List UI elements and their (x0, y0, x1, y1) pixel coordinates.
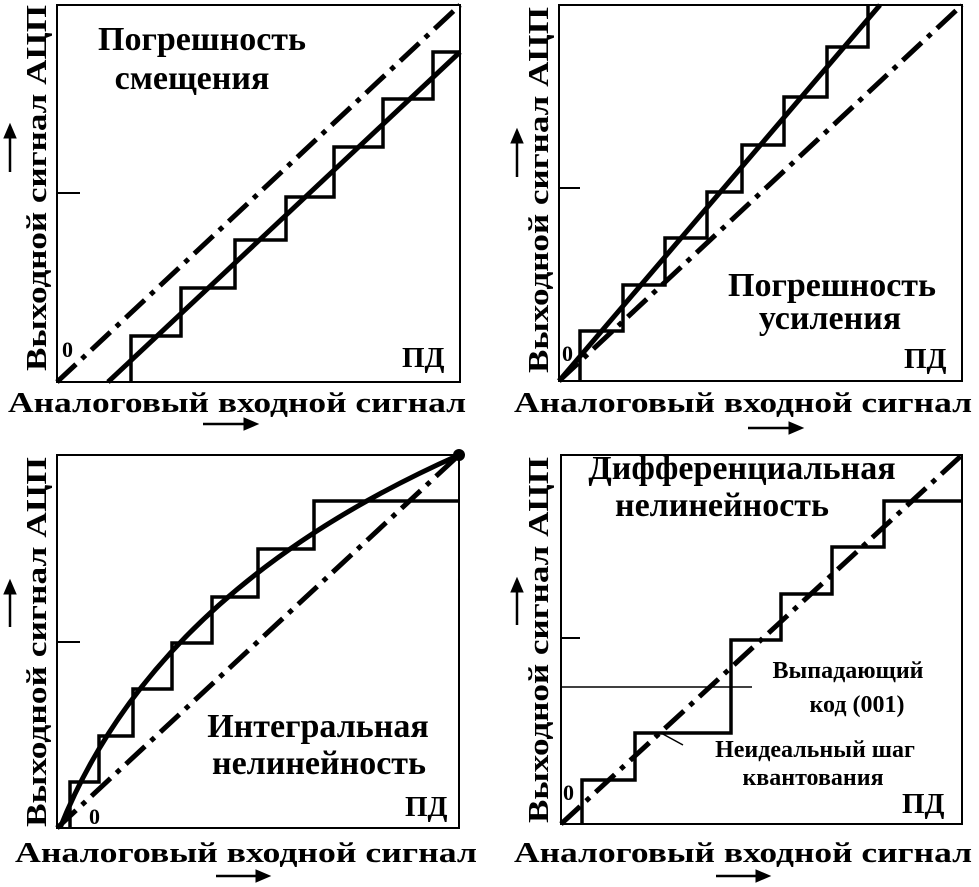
panel-title-line-1: Погрешность (728, 267, 936, 304)
ideal-transfer-line (557, 3, 964, 383)
plot-frame (560, 454, 963, 825)
panel-title-line-1: Дифференциальная (588, 450, 895, 487)
y-axis-label: Выходной сигнал АЦП (523, 457, 555, 823)
y-arrow-icon (3, 122, 17, 172)
endpoint-dot (453, 449, 465, 461)
y-arrow-icon (510, 127, 524, 177)
x-arrow-icon (748, 421, 805, 435)
x-axis-label: Аналоговый входной сигнал (8, 387, 466, 419)
origin-label: 0 (563, 780, 574, 805)
quantization-staircase (580, 499, 962, 824)
x-axis-label: Аналоговый входной сигнал (15, 837, 477, 869)
y-axis-label: Выходной сигнал АЦП (21, 457, 53, 827)
panel-title-line-2: нелинейность (615, 487, 829, 524)
panel-title-line-1: Интегральная (207, 708, 429, 745)
y-arrow-icon (3, 578, 17, 627)
y-axis-label: Выходной сигнал АЦП (21, 5, 53, 371)
missing-code-label-line-2: код (001) (810, 692, 905, 718)
quantization-staircase (578, 5, 870, 381)
panel-gain-error: Погрешность усиления 0 ПД Аналоговый вхо… (510, 3, 972, 435)
fullscale-label: ПД (904, 343, 947, 375)
y-arrow-icon (510, 576, 524, 625)
panel-title-line-2: смещения (115, 60, 270, 97)
origin-label: 0 (62, 337, 73, 362)
quantization-staircase (129, 50, 460, 382)
nonideal-step-label-line-2: квантования (742, 765, 883, 791)
x-axis-label: Аналоговый входной сигнал (514, 387, 972, 419)
x-arrow-icon (203, 417, 260, 431)
x-axis-label: Аналоговый входной сигнал (514, 837, 972, 869)
panel-title-line-2: нелинейность (212, 745, 426, 782)
panel-title-line-1: Погрешность (98, 21, 306, 58)
panel-differential-nonlinearity: Дифференциальная нелинейность Выпадающий… (510, 450, 972, 883)
panel-offset-error: Погрешность смещения 0 ПД Аналоговый вхо… (3, 3, 466, 431)
fullscale-label: ПД (405, 791, 448, 823)
plot-frame (558, 4, 963, 382)
nonideal-step-label-line-1: Неидеальный шаг (715, 737, 915, 763)
y-axis-label: Выходной сигнал АЦП (523, 7, 555, 373)
panel-title-line-2: усиления (759, 300, 901, 337)
actual-transfer-curve (57, 452, 461, 829)
origin-label: 0 (562, 341, 573, 366)
fullscale-label: ПД (402, 342, 445, 374)
x-arrow-icon (216, 869, 272, 883)
ideal-transfer-line (55, 3, 462, 384)
quantization-staircase (68, 499, 459, 828)
nonideal-step-leader (660, 732, 684, 746)
missing-code-label-line-1: Выпадающий (773, 658, 924, 684)
fullscale-label: ПД (902, 788, 945, 820)
panel-integral-nonlinearity: Интегральная нелинейность 0 ПД Аналоговы… (3, 449, 477, 883)
x-arrow-icon (716, 869, 772, 883)
actual-transfer-line (106, 50, 462, 384)
origin-label: 0 (89, 804, 100, 829)
